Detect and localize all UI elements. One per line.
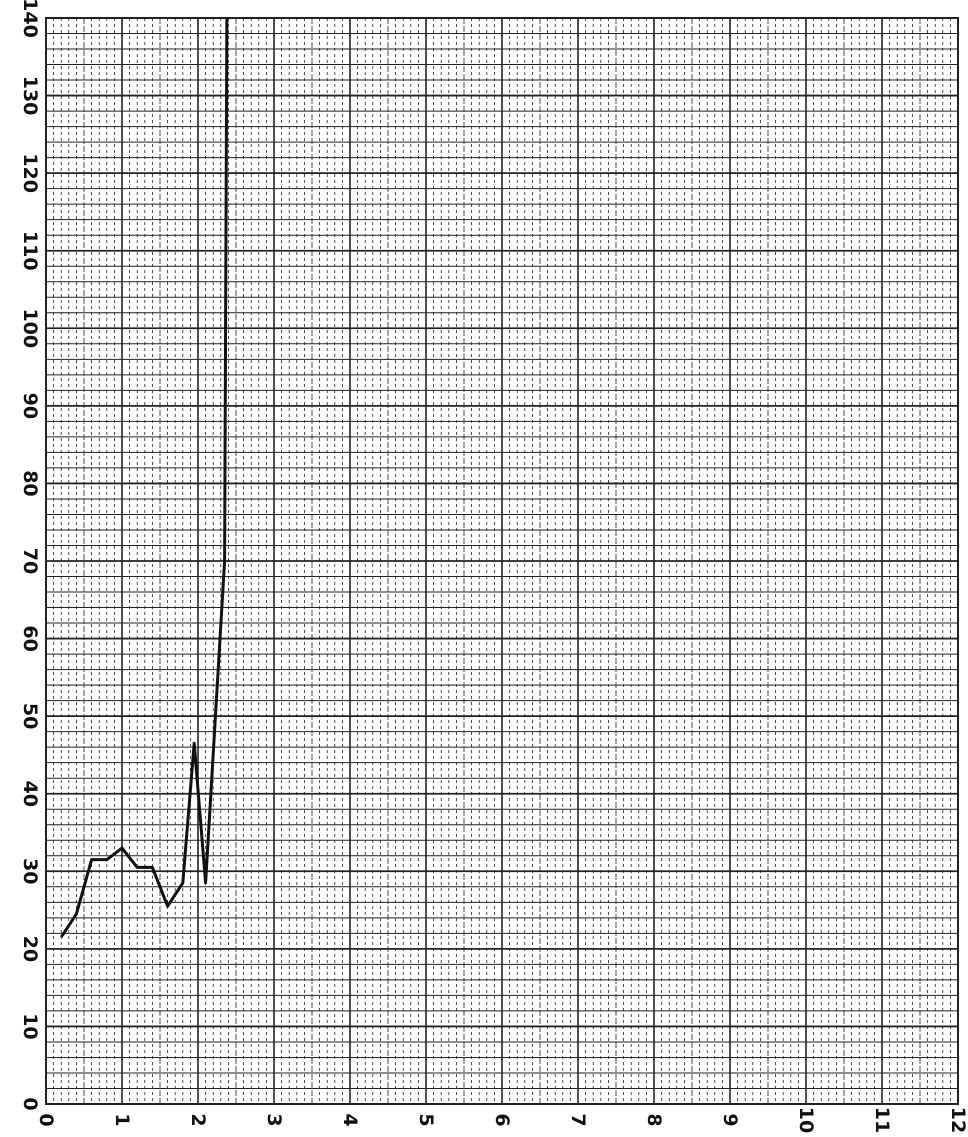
x-tick-label: 3	[263, 1113, 285, 1126]
x-tick-label: 8	[643, 1113, 665, 1126]
series-group	[59, 17, 229, 939]
x-tick-label: 1	[111, 1113, 133, 1126]
x-tick-labels: 0 1 2 3 4 5 6 7 8 9 10 11 12	[35, 1107, 968, 1133]
y-tick-label: 80	[19, 470, 41, 496]
major-grid	[45, 17, 959, 1105]
y-tick-label: 130	[19, 76, 41, 116]
y-tick-label: 100	[19, 308, 41, 348]
x-tick-label: 11	[871, 1107, 893, 1133]
x-tick-label: 12	[947, 1107, 968, 1133]
y-tick-label: 90	[19, 393, 41, 419]
y-tick-labels: 0 10 20 30 40 50 60 70 80 90 100 110 120 130 140	[19, 0, 41, 1111]
x-tick-label: 6	[491, 1113, 513, 1126]
x-tick-label: 4	[339, 1113, 361, 1126]
x-tick-label: 9	[719, 1113, 741, 1126]
y-tick-label: 40	[19, 780, 41, 806]
y-tick-label: 110	[19, 231, 41, 271]
y-tick-label: 0	[19, 1097, 41, 1110]
plot-frame	[45, 17, 959, 1105]
y-tick-label: 30	[19, 858, 41, 884]
x-tick-label: 10	[795, 1107, 817, 1133]
y-tick-label: 140	[19, 0, 41, 38]
x-tick-label: 2	[187, 1113, 209, 1126]
y-tick-label: 50	[19, 703, 41, 729]
series-line	[59, 17, 229, 939]
y-tick-label: 60	[19, 625, 41, 651]
x-tick-label: 7	[567, 1113, 589, 1126]
y-tick-label: 70	[19, 548, 41, 574]
y-tick-label: 10	[19, 1013, 41, 1039]
y-tick-label: 120	[19, 153, 41, 193]
x-tick-label: 5	[415, 1113, 437, 1126]
y-tick-label: 20	[19, 936, 41, 962]
x-tick-label: 0	[35, 1113, 57, 1126]
